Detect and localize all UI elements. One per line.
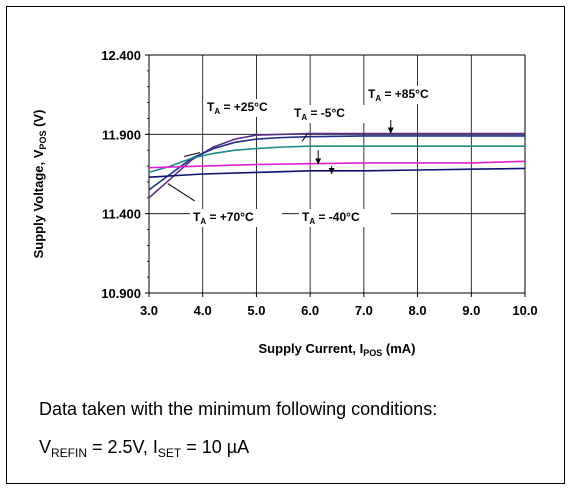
annotation-leader — [301, 133, 308, 142]
temperature-annotation: TA = +25°C — [207, 100, 268, 116]
x-tick-label: 4.0 — [194, 303, 212, 318]
conditions-note: Data taken with the minimum following co… — [39, 399, 438, 419]
temperature-annotation: TA = +85°C — [368, 87, 429, 103]
conditions-values: VREFIN = 2.5V, ISET = 10 µA — [39, 437, 249, 460]
annotation-backing — [204, 99, 296, 117]
series-line — [148, 145, 525, 174]
x-tick-label: 7.0 — [355, 303, 373, 318]
temperature-annotation: TA = +70°C — [193, 210, 254, 226]
x-tick-label: 8.0 — [409, 303, 427, 318]
arrowhead — [328, 168, 335, 174]
y-tick-label: 11.400 — [102, 207, 141, 222]
annotation-backing — [299, 209, 391, 227]
series-line — [148, 160, 526, 169]
conditions-v-symbol: V — [39, 437, 52, 457]
y-tick-label: 10.900 — [101, 286, 141, 301]
temperature-annotation: TA = -40°C — [302, 210, 360, 226]
conditions-i-subscript: SET — [157, 446, 182, 460]
x-tick-label: 6.0 — [301, 303, 319, 318]
annotation-leader — [167, 183, 195, 202]
series-line — [148, 132, 525, 199]
annotation-backing — [365, 86, 457, 104]
x-tick-label: 9.0 — [462, 303, 480, 318]
annotation-backing — [190, 209, 282, 227]
supply-voltage-chart: 3.0 4.0 5.0 6.0 7.0 8.0 9.0 10.0 10.900 11.400 11.… — [31, 48, 538, 358]
x-tick-label: 5.0 — [247, 303, 265, 318]
conditions-i-value: = 10 µA — [181, 437, 250, 457]
temperature-annotation: TA = -5°C — [294, 106, 345, 122]
series-line — [148, 135, 525, 191]
y-tick-label: 12.400 — [101, 48, 141, 63]
series-line — [148, 167, 526, 178]
conditions-v-value: = 2.5V, I — [87, 437, 158, 457]
conditions-v-subscript: REFIN — [51, 446, 88, 460]
x-tick-label: 10.0 — [512, 303, 537, 318]
y-axis-title: Supply Voltage, VPOS (V) — [31, 110, 48, 259]
x-axis-title: Supply Current, IPOS (mA) — [259, 341, 416, 358]
figure-frame: 3.0 4.0 5.0 6.0 7.0 8.0 9.0 10.0 10.900 11.400 11.… — [6, 6, 565, 484]
arrowhead — [387, 127, 394, 134]
x-tick-label: 3.0 — [140, 303, 158, 318]
annotation-leader — [183, 152, 201, 158]
y-tick-label: 11.900 — [102, 127, 141, 142]
arrowhead — [315, 158, 322, 165]
annotation-backing — [291, 105, 383, 123]
